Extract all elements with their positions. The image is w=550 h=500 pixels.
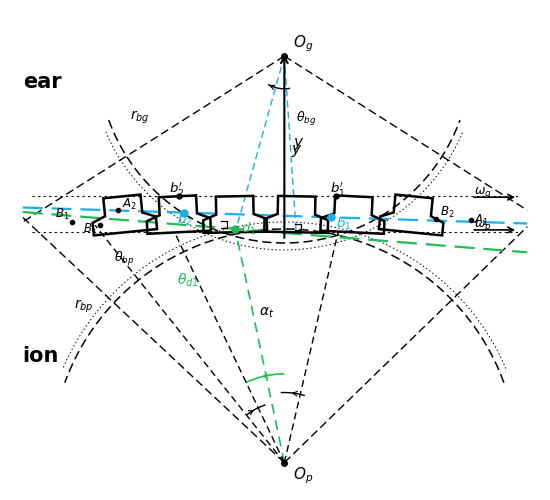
Text: $y$: $y$ bbox=[292, 143, 303, 159]
Text: $B_1$: $B_1$ bbox=[55, 207, 69, 222]
Text: $\omega_p$: $\omega_p$ bbox=[474, 218, 491, 232]
Text: $b_2$: $b_2$ bbox=[177, 212, 192, 228]
Text: $A_2$: $A_2$ bbox=[122, 197, 138, 212]
Text: $b_1'$: $b_1'$ bbox=[331, 180, 346, 198]
Text: $b_2'$: $b_2'$ bbox=[169, 180, 185, 198]
Text: ear: ear bbox=[23, 72, 61, 92]
Text: $b_1$: $b_1$ bbox=[336, 216, 351, 232]
Text: $\theta_{bg}$: $\theta_{bg}$ bbox=[296, 110, 316, 128]
Text: ion: ion bbox=[23, 346, 59, 366]
Text: $O_p$: $O_p$ bbox=[293, 465, 313, 485]
Text: $y$: $y$ bbox=[293, 136, 304, 152]
Text: $A_1$: $A_1$ bbox=[474, 214, 489, 228]
Text: $\theta_{d1}$: $\theta_{d1}$ bbox=[177, 272, 199, 289]
Text: $r_{bp}$: $r_{bp}$ bbox=[74, 298, 94, 315]
Text: $\omega_g$: $\omega_g$ bbox=[474, 184, 491, 200]
Text: $\theta_{bp}$: $\theta_{bp}$ bbox=[114, 250, 134, 268]
Text: $r_{bg}$: $r_{bg}$ bbox=[130, 109, 150, 126]
Text: $O_g$: $O_g$ bbox=[293, 33, 313, 54]
Text: $d_1$: $d_1$ bbox=[241, 220, 256, 237]
Text: $B_2$: $B_2$ bbox=[440, 206, 454, 220]
Text: $B_1'$: $B_1'$ bbox=[83, 220, 97, 238]
Text: $\alpha_t$: $\alpha_t$ bbox=[258, 306, 274, 320]
